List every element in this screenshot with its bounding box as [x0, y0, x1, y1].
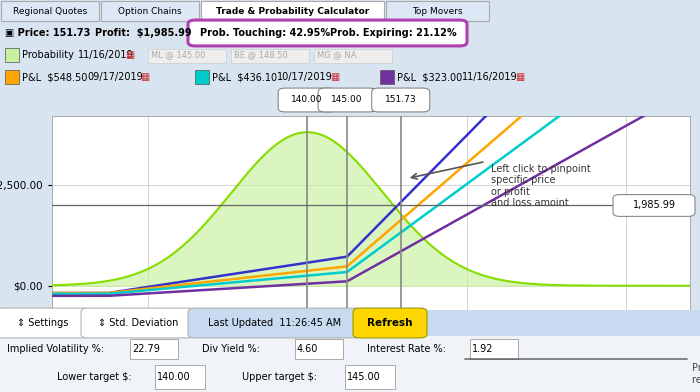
- Text: Top Movers: Top Movers: [412, 7, 463, 16]
- Text: Prob. Touching: 42.95%: Prob. Touching: 42.95%: [200, 28, 330, 38]
- Text: ▦: ▦: [125, 50, 134, 60]
- Text: Interest Rate %:: Interest Rate %:: [367, 344, 446, 354]
- Text: Lower target $:: Lower target $:: [57, 372, 132, 382]
- Text: ⇕ Std. Deviation: ⇕ Std. Deviation: [98, 318, 178, 328]
- Text: 4.60: 4.60: [297, 344, 319, 354]
- Text: P&L  $548.50: P&L $548.50: [22, 72, 88, 82]
- Text: 1,985.99: 1,985.99: [633, 200, 676, 211]
- Text: P&L  $436.10: P&L $436.10: [212, 72, 277, 82]
- Text: 11/16/2019: 11/16/2019: [78, 50, 134, 60]
- Text: Left click to pinpoint
specific price
or profit
and loss amoint: Left click to pinpoint specific price or…: [491, 163, 590, 208]
- Text: Probability: Probability: [22, 50, 74, 60]
- Text: P&L  $323.00: P&L $323.00: [397, 72, 462, 82]
- Text: Div Yield %:: Div Yield %:: [202, 344, 260, 354]
- Text: 145.00: 145.00: [331, 96, 363, 105]
- Text: Trade & Probability Calculator: Trade & Probability Calculator: [216, 7, 369, 16]
- Text: 140.00: 140.00: [291, 96, 323, 105]
- Text: Implied Volatility %:: Implied Volatility %:: [7, 344, 104, 354]
- Text: Option Chains: Option Chains: [118, 7, 182, 16]
- Text: ▦: ▦: [140, 72, 149, 82]
- Text: 11/16/2019: 11/16/2019: [462, 72, 517, 82]
- Text: BE @ 148.50: BE @ 148.50: [234, 51, 288, 60]
- Text: ▦: ▦: [515, 72, 524, 82]
- Text: MG @ NA: MG @ NA: [317, 51, 356, 60]
- Text: Regional Quotes: Regional Quotes: [13, 7, 87, 16]
- Text: 10/17/2019: 10/17/2019: [277, 72, 332, 82]
- Text: ▣ Price: 151.73: ▣ Price: 151.73: [5, 28, 90, 38]
- Text: ML @ 145.00: ML @ 145.00: [151, 51, 205, 60]
- X-axis label: Price: Price: [358, 330, 384, 340]
- Text: ⇕ Settings: ⇕ Settings: [18, 318, 69, 328]
- Text: Probability of option
reaching specified price: Probability of option reaching specified…: [692, 363, 700, 385]
- Text: 22.79: 22.79: [132, 344, 160, 354]
- Text: Prob. Expiring: 21.12%: Prob. Expiring: 21.12%: [330, 28, 456, 38]
- Text: Profit:  $1,985.99: Profit: $1,985.99: [95, 28, 192, 38]
- Text: Last Updated  11:26:45 AM: Last Updated 11:26:45 AM: [209, 318, 342, 328]
- Text: Upper target $:: Upper target $:: [242, 372, 317, 382]
- Text: 140.00: 140.00: [157, 372, 190, 382]
- Text: 145.00: 145.00: [347, 372, 381, 382]
- Text: ▦: ▦: [330, 72, 340, 82]
- Text: 151.73: 151.73: [385, 96, 416, 105]
- Text: 1.92: 1.92: [472, 344, 493, 354]
- Text: Refresh: Refresh: [368, 318, 413, 328]
- Text: 09/17/2019: 09/17/2019: [87, 72, 143, 82]
